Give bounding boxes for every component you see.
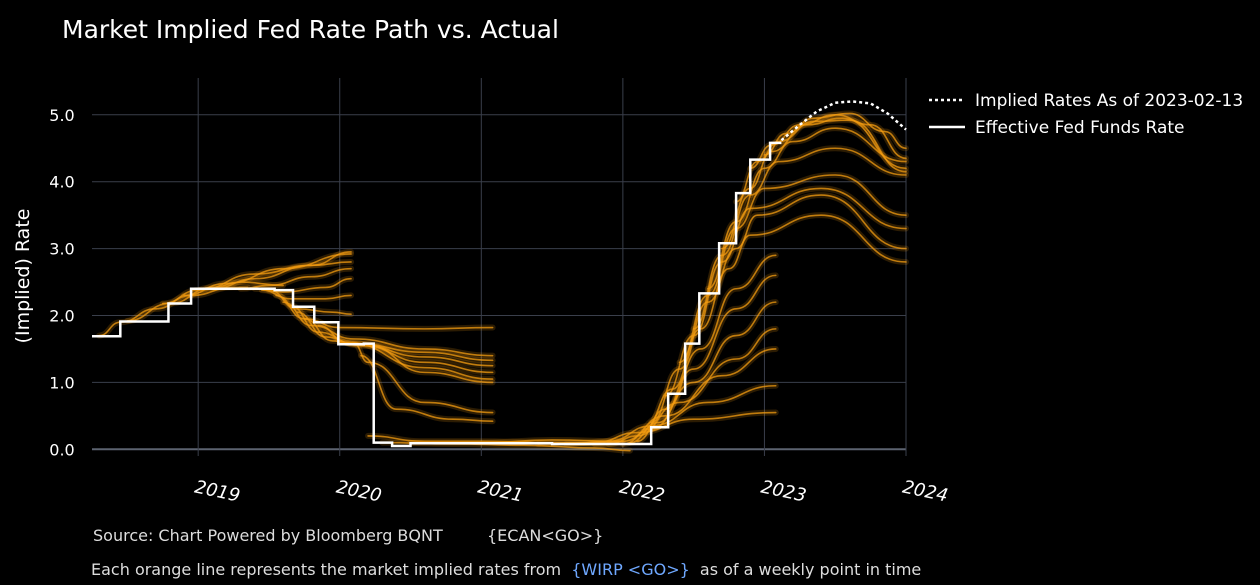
y-tick-label: 1.0 — [49, 373, 74, 392]
implied-path — [565, 384, 777, 445]
implied-path — [353, 342, 494, 414]
implied-path — [282, 301, 494, 357]
footnote: Each orange line represents the market i… — [91, 560, 921, 579]
y-tick-label: 2.0 — [49, 307, 74, 326]
implied-latest-line — [780, 100, 907, 142]
effective-rate-line — [92, 141, 782, 448]
wirp-link[interactable]: {WIRP <GO>} — [571, 560, 690, 579]
chart-title: Market Implied Fed Rate Path vs. Actual — [62, 15, 559, 44]
x-tick-label: 2020 — [334, 477, 383, 507]
implied-path — [678, 174, 907, 364]
implied-path — [239, 267, 352, 290]
x-tick-label: 2022 — [617, 477, 666, 507]
implied-path — [317, 324, 494, 380]
y-tick-label: 5.0 — [49, 106, 74, 125]
implied-path — [643, 214, 907, 431]
legend: Implied Rates As of 2023-02-13 Effective… — [929, 91, 1243, 138]
legend-label-implied: Implied Rates As of 2023-02-13 — [975, 91, 1243, 111]
implied-path — [211, 251, 352, 290]
footnote-prefix: Each orange line represents the market i… — [91, 560, 561, 579]
implied-path — [360, 354, 494, 423]
x-tick-label: 2019 — [193, 477, 242, 507]
implied-path — [735, 119, 907, 203]
x-tick-label: 2024 — [901, 477, 950, 507]
implied-paths-fan — [96, 110, 909, 454]
x-tick-label: 2023 — [759, 477, 808, 507]
implied-path — [126, 281, 284, 322]
implied-path — [692, 147, 907, 330]
implied-path — [707, 127, 907, 290]
source-text: Source: Chart Powered by Bloomberg BQNT — [93, 526, 443, 545]
y-tick-label: 3.0 — [49, 240, 74, 259]
implied-path — [593, 348, 777, 445]
x-tick-label: 2021 — [476, 477, 525, 507]
y-axis-ticks: 0.0 1.0 2.0 3.0 4.0 5.0 — [49, 106, 74, 460]
y-axis-label: (Implied) Rate — [12, 209, 34, 344]
implied-path — [161, 261, 352, 305]
implied-path — [261, 289, 352, 300]
implied-path — [636, 254, 777, 443]
legend-label-effective: Effective Fed Funds Rate — [975, 118, 1185, 138]
implied-path — [275, 294, 494, 330]
implied-path — [763, 112, 907, 156]
y-tick-label: 4.0 — [49, 173, 74, 192]
grid-lines — [92, 78, 907, 456]
source-code: {ECAN<GO>} — [487, 526, 603, 545]
y-tick-label: 0.0 — [49, 440, 74, 459]
series-lines — [92, 100, 907, 448]
implied-path-glow — [641, 212, 909, 433]
footnote-suffix: as of a weekly point in time — [700, 560, 921, 579]
implied-path — [607, 328, 777, 445]
source-note: Source: Chart Powered by Bloomberg BQNT … — [93, 526, 603, 545]
x-axis-ticks: 2019 2020 2021 2022 2023 2024 — [193, 477, 950, 507]
